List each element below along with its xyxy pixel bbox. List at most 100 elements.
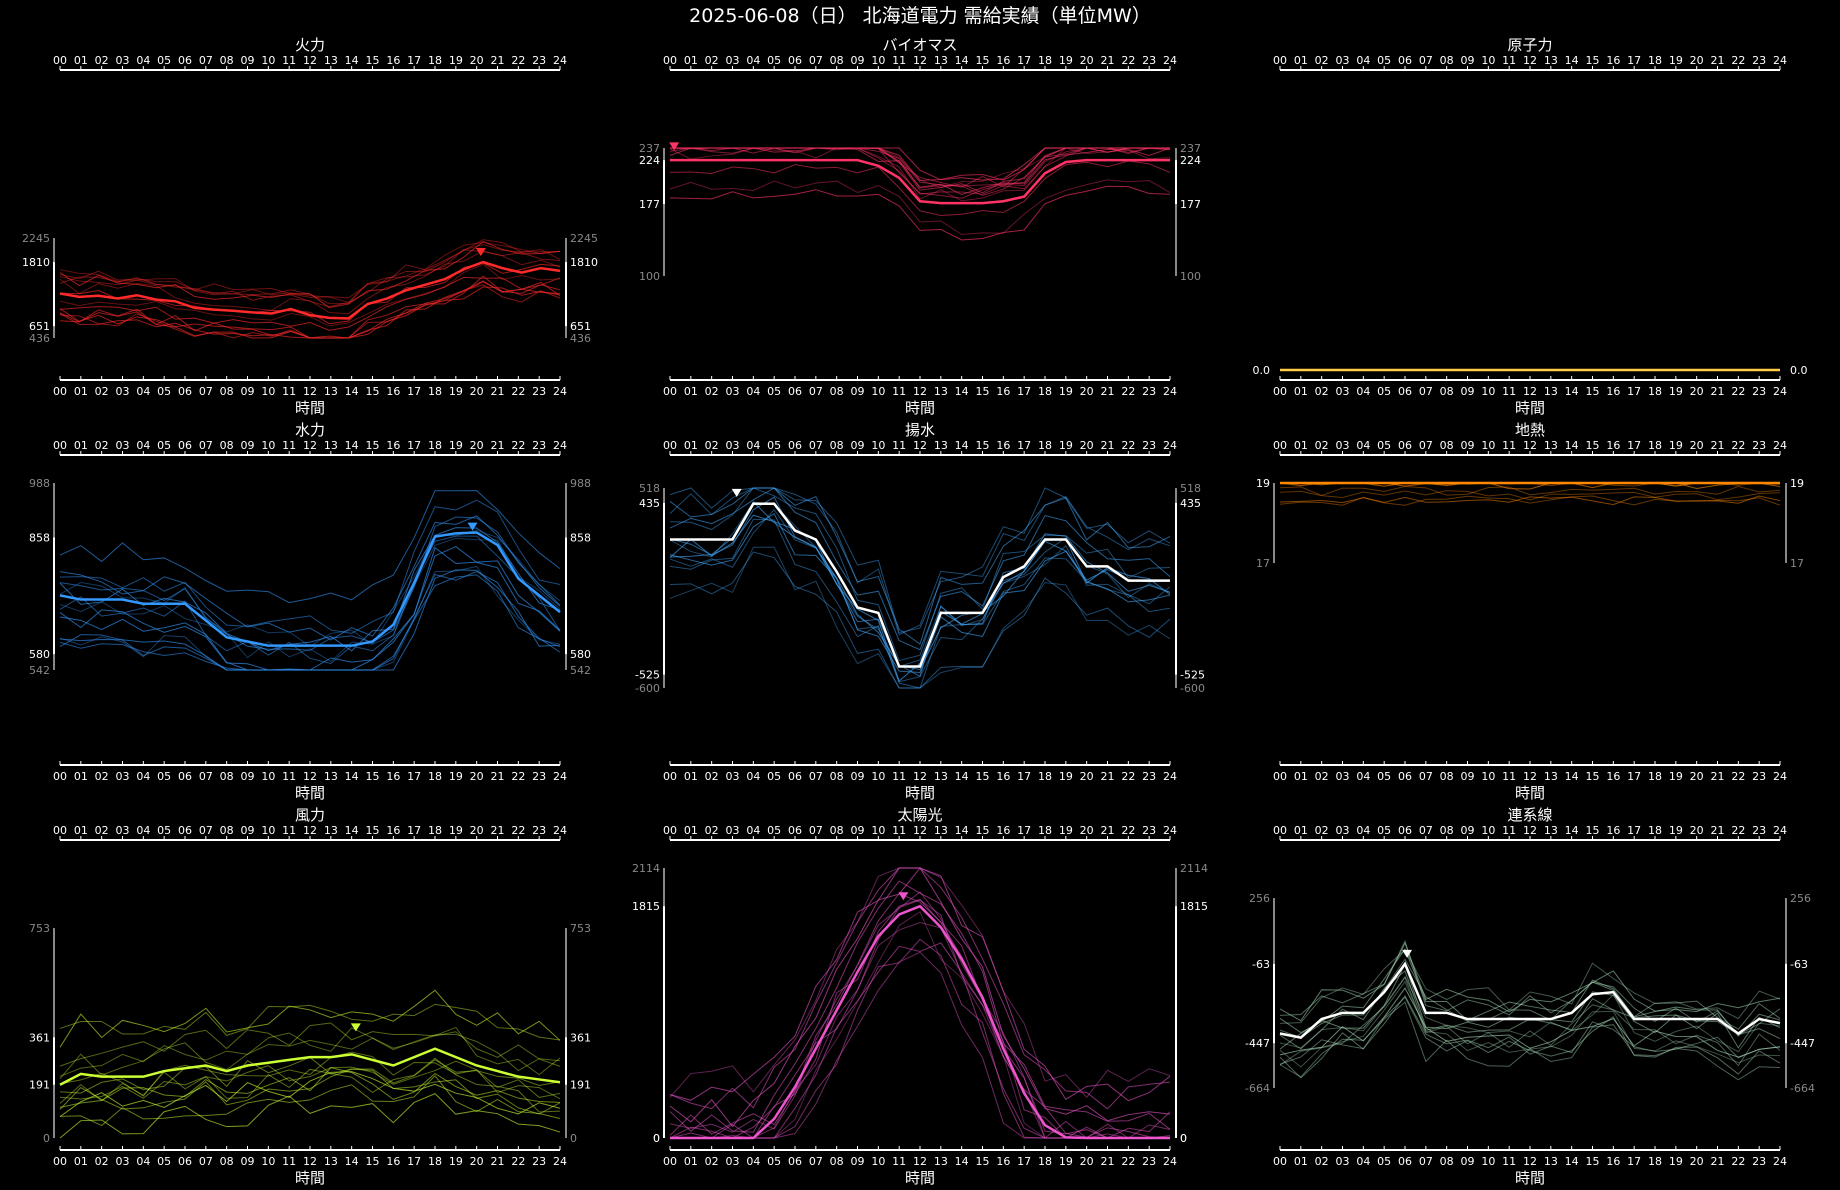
hour-tick-label: 21 [1101, 824, 1115, 837]
hour-tick-label: 15 [1586, 54, 1600, 67]
history-line [59, 569, 561, 671]
hour-tick-label: 07 [809, 385, 823, 398]
hour-tick-label: 05 [157, 385, 171, 398]
hour-tick-label: 12 [913, 385, 927, 398]
hour-tick-label: 09 [241, 824, 255, 837]
panel-4: 水力 00 01 02 03 04 05 06 07 08 09 10 11 12 13 14 15 16 17 18… [29, 421, 591, 802]
history-line [669, 867, 1171, 1110]
hour-tick-label: 05 [767, 770, 781, 783]
today-line [59, 531, 561, 647]
hour-tick-label: 09 [1461, 385, 1475, 398]
y-tick-label-minmax: 256 [1249, 892, 1270, 905]
history-line [59, 249, 561, 308]
hour-tick-label: 01 [684, 439, 698, 452]
hour-tick-label: 16 [996, 439, 1010, 452]
hour-tick-label: 10 [261, 54, 275, 67]
hour-tick-label: 09 [241, 439, 255, 452]
hour-tick-label: 12 [1523, 385, 1537, 398]
hour-tick-label: 21 [491, 1155, 505, 1168]
hour-tick-label: 16 [386, 1155, 400, 1168]
hour-tick-label: 21 [1711, 54, 1725, 67]
panel-title: 連系線 [1507, 806, 1552, 824]
hour-tick-label: 22 [1121, 54, 1135, 67]
hour-tick-label: 20 [470, 1155, 484, 1168]
hour-tick-label: 01 [684, 54, 698, 67]
hour-tick-label: 22 [1731, 439, 1745, 452]
history-line [670, 938, 1170, 1139]
x-axis-label: 時間 [905, 784, 935, 802]
hour-tick-label: 19 [449, 824, 463, 837]
hour-tick-label: 19 [449, 439, 463, 452]
y-tick-label-minmax: -600 [1180, 682, 1205, 695]
hour-tick-label: 12 [913, 54, 927, 67]
hour-tick-label: 17 [1627, 824, 1641, 837]
hour-tick-label: 15 [976, 824, 990, 837]
y-tick-label-minmax: 17 [1256, 557, 1270, 570]
hour-tick-label: 12 [303, 385, 317, 398]
hour-tick-label: 09 [1461, 824, 1475, 837]
hour-tick-label: 00 [1273, 1155, 1287, 1168]
hour-tick-label: 20 [470, 824, 484, 837]
hour-tick-label: 23 [532, 385, 546, 398]
y-tick-label-today: 651 [570, 320, 591, 333]
history-line [59, 546, 561, 671]
hour-tick-label: 21 [1711, 385, 1725, 398]
hour-tick-label: 15 [976, 439, 990, 452]
panel-title: バイオマス [882, 36, 957, 54]
hour-tick-label: 14 [955, 385, 969, 398]
hour-tick-label: 04 [1356, 54, 1370, 67]
hour-tick-label: 15 [366, 770, 380, 783]
y-tick-label-minmax: 256 [1790, 892, 1811, 905]
hour-tick-label: 16 [1606, 1155, 1620, 1168]
hour-tick-label: 04 [1356, 1155, 1370, 1168]
panel-1: 火力 00 01 02 03 04 05 06 07 08 09 10 11 12 13 14 15 16 17 18… [22, 36, 598, 417]
panel-5: 揚水 00 01 02 03 04 05 06 07 08 09 10 11 12 13 14 15 16 17 18… [635, 421, 1205, 802]
hour-tick-label: 08 [1440, 1155, 1454, 1168]
hour-tick-label: 15 [976, 54, 990, 67]
hour-tick-label: 02 [705, 1155, 719, 1168]
hour-tick-label: 22 [511, 824, 525, 837]
y-tick-label-today: -525 [1180, 669, 1205, 682]
y-tick-label-minmax: 518 [1180, 482, 1201, 495]
today-line [59, 1047, 561, 1086]
hour-tick-label: 20 [1690, 439, 1704, 452]
hour-tick-label: 14 [345, 54, 359, 67]
y-tick-label-minmax: 237 [639, 142, 660, 155]
hour-tick-label: 14 [1565, 824, 1579, 837]
hour-tick-label: 11 [892, 439, 906, 452]
y-tick-label-minmax: 436 [29, 332, 50, 345]
hour-tick-label: 10 [871, 385, 885, 398]
hour-tick-label: 11 [282, 439, 296, 452]
hour-tick-label: 23 [532, 824, 546, 837]
y-tick-label-today: 191 [570, 1079, 591, 1092]
hour-tick-label: 14 [1565, 770, 1579, 783]
hour-tick-label: 04 [136, 54, 150, 67]
hour-tick-label: 05 [1377, 439, 1391, 452]
hour-tick-label: 21 [491, 385, 505, 398]
hour-tick-label: 15 [976, 1155, 990, 1168]
y-tick-label-minmax: 17 [1790, 557, 1804, 570]
hour-tick-label: 24 [1773, 770, 1787, 783]
hour-tick-label: 10 [871, 1155, 885, 1168]
hour-tick-label: 15 [366, 385, 380, 398]
hour-tick-label: 12 [303, 439, 317, 452]
hour-tick-label: 00 [663, 770, 677, 783]
hour-tick-label: 17 [1017, 385, 1031, 398]
history-line [59, 1051, 561, 1098]
hour-tick-label: 08 [830, 824, 844, 837]
hour-tick-label: 23 [1142, 439, 1156, 452]
hour-tick-label: 08 [1440, 439, 1454, 452]
history-line [59, 565, 561, 671]
history-line [59, 1022, 561, 1067]
hour-tick-label: 23 [532, 54, 546, 67]
history-line [1279, 963, 1781, 1050]
hour-tick-label: 10 [261, 439, 275, 452]
y-tick-label-minmax: 0 [1180, 1132, 1187, 1145]
hour-tick-label: 19 [1669, 439, 1683, 452]
hour-tick-label: 12 [913, 770, 927, 783]
history-line [669, 160, 1171, 216]
x-axis-label: 時間 [1515, 1169, 1545, 1187]
history-line [1279, 976, 1781, 1067]
hour-tick-label: 07 [199, 439, 213, 452]
history-line [1279, 980, 1781, 1068]
